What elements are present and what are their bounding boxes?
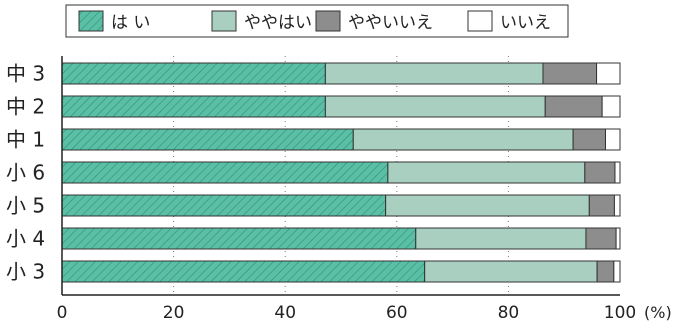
bar-segment (584, 161, 616, 184)
bar-segment (596, 62, 621, 85)
bar-segment (588, 194, 615, 217)
bar-segment (424, 260, 598, 283)
legend-label-4: いいえ (500, 13, 551, 33)
bar-segment (615, 227, 621, 250)
x-tick-label: 80 (498, 303, 520, 323)
bar-segment (614, 161, 621, 184)
bar-segment (596, 260, 615, 283)
bar-segment (61, 62, 326, 85)
bar-segment (613, 194, 621, 217)
legend-label-2: ややはい (244, 13, 312, 33)
x-tick-label: 100 (604, 303, 636, 323)
bars (61, 62, 621, 283)
bar-segment (61, 95, 326, 118)
category-label: 小 5 (6, 194, 45, 218)
bar-segment (387, 161, 586, 184)
bar-segment (352, 128, 574, 151)
x-tick-label: 40 (274, 303, 296, 323)
bar-segment (61, 227, 417, 250)
x-tick-label: 0 (57, 303, 68, 323)
category-label: 小 3 (6, 260, 45, 284)
category-label: 小 6 (6, 161, 45, 185)
bar-segment (544, 95, 603, 118)
bar-segment (324, 62, 544, 85)
bar-segment (61, 128, 354, 151)
category-label: 小 4 (6, 227, 45, 251)
category-label: 中 3 (6, 62, 45, 86)
legend-swatch-4 (467, 10, 493, 32)
bar-segment (324, 95, 546, 118)
bar-segment (61, 161, 389, 184)
category-labels: 中 3 中 2 中 1 小 6 小 5 小 4 小 3 (6, 62, 45, 284)
bar-segment (601, 95, 621, 118)
bar-segment (385, 194, 590, 217)
legend-label-3: ややいいえ (348, 13, 433, 33)
x-tick-label: 60 (386, 303, 408, 323)
legend-swatch-1 (78, 10, 104, 32)
category-label: 中 2 (6, 95, 45, 119)
legend: は い ややはい ややいいえ いいえ (65, 4, 569, 38)
bar-segment (61, 194, 387, 217)
category-label: 中 1 (6, 128, 45, 152)
bar-segment (572, 128, 606, 151)
bar-segment (542, 62, 598, 85)
bar-segment (61, 260, 426, 283)
x-tick-labels: 0 20 40 60 80 100 (%) (57, 303, 672, 323)
x-unit-label: (%) (644, 303, 672, 322)
x-tick-label: 20 (163, 303, 185, 323)
axes (61, 56, 620, 296)
bar-segment (604, 128, 621, 151)
bar-segment (415, 227, 587, 250)
bar-segment (613, 260, 621, 283)
bar-segment (585, 227, 617, 250)
legend-label-1: は い (111, 13, 150, 33)
legend-swatch-3 (315, 10, 341, 32)
legend-swatch-2 (211, 10, 237, 32)
